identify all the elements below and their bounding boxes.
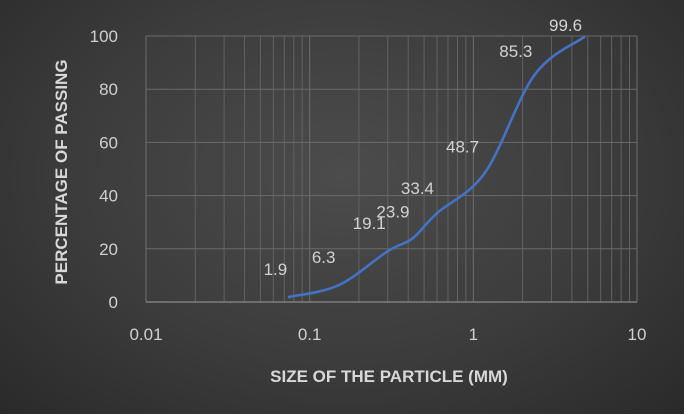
data-point: [435, 211, 439, 215]
axes: 0 20 40 60 80 100 0.01 0.1 1 10: [90, 27, 647, 344]
x-tick-label: 10: [628, 325, 647, 344]
y-tick-label: 20: [99, 240, 118, 259]
y-tick-label: 60: [99, 133, 118, 152]
y-tick-label: 0: [109, 293, 118, 312]
data-label: 33.4: [401, 179, 434, 198]
data-series: [287, 35, 586, 299]
data-point: [386, 249, 390, 253]
data-label: 99.6: [549, 16, 582, 35]
gridlines: [145, 35, 638, 302]
data-label: 48.7: [446, 137, 479, 156]
data-label: 1.9: [264, 260, 288, 279]
y-tick-label: 100: [90, 27, 118, 46]
data-point: [483, 171, 487, 174]
y-tick-label: 80: [99, 80, 118, 99]
data-label: 19.1: [353, 214, 386, 233]
data-point: [411, 237, 414, 240]
y-axis-title: PERCENTAGE OF PASSING: [52, 59, 71, 284]
y-tick-label: 40: [99, 187, 118, 206]
series-line: [287, 35, 586, 299]
x-tick-label: 0.1: [298, 325, 322, 344]
data-point: [582, 35, 586, 39]
data-point: [337, 283, 340, 287]
data-label: 23.9: [376, 202, 409, 221]
data-point: [532, 73, 536, 77]
data-label: 6.3: [312, 248, 336, 267]
data-point: [287, 295, 291, 299]
x-tick-label: 0.01: [129, 325, 162, 344]
data-label: 85.3: [499, 42, 532, 61]
x-tick-label: 1: [469, 325, 478, 344]
x-axis-title: SIZE OF THE PARTICLE (MM): [270, 367, 508, 386]
data-labels: 1.9 6.3 19.123.9 33.4 48.7 85.3 99.6: [264, 16, 583, 279]
